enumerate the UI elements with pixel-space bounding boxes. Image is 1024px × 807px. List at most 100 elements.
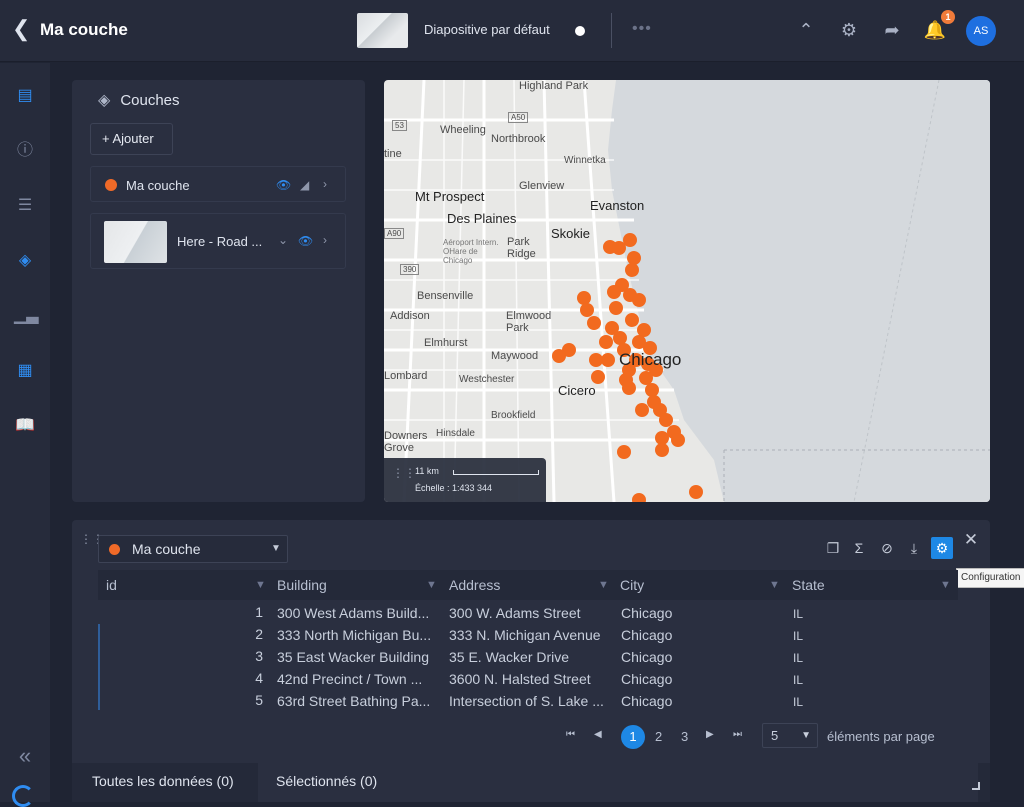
next-page-icon[interactable]: ▶ (706, 729, 714, 740)
column-header-address[interactable]: Address (449, 577, 501, 593)
download-icon[interactable]: ⤓ (910, 540, 918, 556)
map-label: Aéroport Intern. OHare de Chicago (443, 238, 499, 265)
map-label: Northbrook (491, 133, 546, 145)
road-shield: 53 (392, 120, 407, 131)
drag-handle-icon[interactable]: ⋮⋮ (392, 466, 416, 480)
sidebar: ▤ ⓘ ☰ ◈ ▁▃ ▦ 📖 « (0, 63, 50, 807)
layers-icon[interactable]: ◈ (18, 252, 32, 269)
map-label: Skokie (551, 226, 591, 241)
column-header-id[interactable]: id (106, 577, 117, 593)
eye-icon[interactable]: 👁 (298, 234, 314, 248)
collapse-icon[interactable]: « (18, 743, 32, 768)
no-filter-icon[interactable]: ⊘ (881, 540, 893, 556)
cell-building: 42nd Precinct / Town ... (277, 671, 423, 687)
column-header-city[interactable]: City (620, 577, 645, 593)
resize-corner-icon[interactable] (972, 782, 980, 790)
eye-icon[interactable]: 👁 (276, 178, 292, 192)
layer-name: Here - Road ... (177, 234, 263, 249)
chevron-down-icon[interactable]: ⌄ (278, 233, 289, 247)
scale-box[interactable]: ⋮⋮ 11 km Échelle : 1:433 344 (384, 458, 546, 502)
bell-icon[interactable]: 🔔 (923, 20, 947, 40)
first-page-icon[interactable]: ⏮ (566, 729, 575, 740)
close-icon[interactable]: ✕ (963, 530, 979, 549)
layer-item-basemap[interactable]: Here - Road ... ⌄ 👁 › (90, 213, 346, 269)
info-icon[interactable]: ⓘ (16, 142, 33, 159)
filter-icon[interactable]: ▼ (255, 579, 266, 591)
map-label: Highland Park (519, 80, 589, 92)
slide-label[interactable]: Diapositive par défaut (424, 22, 550, 37)
top-bar: ❮ Ma couche Diapositive par défaut ••• ⌃… (0, 0, 1024, 62)
tag-icon[interactable]: ◢ (300, 178, 310, 192)
map-label: Hinsdale (436, 428, 475, 439)
configuration-gear-button[interactable]: ⚙ (931, 537, 953, 559)
chevron-right-icon[interactable]: › (323, 177, 327, 191)
avatar[interactable]: AS (966, 16, 996, 46)
table-tabs: Toutes les données (0) Sélectionnés (0) (72, 763, 990, 802)
map-view[interactable]: Highland Park Wheeling Northbrook Winnet… (384, 80, 990, 502)
data-points[interactable] (552, 233, 703, 502)
cell-address: Intersection of S. Lake ... (449, 693, 604, 709)
column-header-state[interactable]: State (792, 577, 825, 593)
table-icon[interactable]: ▦ (17, 362, 33, 379)
road-shield: A90 (384, 228, 405, 239)
list-icon[interactable]: ☰ (17, 197, 33, 214)
more-options-icon[interactable]: ••• (632, 20, 652, 37)
column-header-building[interactable]: Building (277, 577, 327, 593)
prev-page-icon[interactable]: ◀ (594, 729, 602, 740)
gear-icon[interactable]: ⚙ (840, 20, 858, 40)
map-icon[interactable]: ▤ (17, 87, 33, 104)
cell-id: 4 (255, 670, 263, 686)
bar-chart-icon[interactable]: ▁▃ (14, 307, 39, 324)
copy-icon[interactable]: ❐ (826, 540, 840, 556)
scale-bar (453, 470, 539, 475)
map-label: Wheeling (440, 124, 486, 136)
page-2[interactable]: 2 (655, 729, 663, 744)
map-label: Maywood (491, 350, 539, 362)
dropdown-arrow-icon: ▼ (271, 543, 281, 554)
cell-city: Chicago (621, 693, 673, 709)
chevron-right-icon[interactable]: › (323, 233, 327, 247)
map-canvas (384, 80, 990, 502)
filter-icon[interactable]: ▼ (598, 579, 609, 591)
slide-indicator-dot[interactable] (575, 26, 585, 36)
share-icon[interactable]: ➦ (884, 20, 900, 40)
filter-icon[interactable]: ▼ (769, 579, 780, 591)
map-label: Elmhurst (424, 337, 468, 349)
tab-all-data[interactable]: Toutes les données (0) (92, 773, 234, 789)
table-header: id ▼ Building ▼ Address ▼ City ▼ State ▼ (98, 570, 958, 600)
layer-name: Ma couche (126, 178, 190, 193)
back-arrow-icon[interactable]: ❮ (12, 16, 31, 41)
book-icon[interactable]: 📖 (15, 417, 35, 434)
cell-address: 333 N. Michigan Avenue (449, 627, 601, 643)
cell-state: IL (793, 629, 804, 643)
slide-thumbnail[interactable] (357, 13, 408, 48)
layer-color-dot (109, 544, 120, 555)
basemap-thumbnail (104, 221, 167, 263)
dropdown-arrow-icon: ▼ (801, 730, 811, 741)
sigma-icon[interactable]: Σ (854, 540, 864, 556)
map-label: Cicero (558, 383, 596, 398)
layer-item-ma-couche[interactable]: Ma couche 👁 ◢ › (90, 166, 346, 202)
filter-icon[interactable]: ▼ (426, 579, 437, 591)
per-page-select[interactable]: 5 ▼ (762, 723, 818, 748)
cell-address: 3600 N. Halsted Street (449, 671, 591, 687)
per-page-label: éléments par page (827, 729, 935, 744)
chevrons-up-icon[interactable]: ⌃ (798, 20, 814, 40)
map-label: tine (384, 148, 402, 160)
map-label: Lombard (384, 370, 428, 382)
page-3[interactable]: 3 (681, 729, 689, 744)
layers-title: Couches (120, 92, 180, 109)
tooltip-configuration: Configuration (956, 568, 1024, 588)
map-label: Evanston (590, 198, 645, 213)
attribute-table-panel: ⋮⋮ Ma couche ▼ ❐ Σ ⊘ ⤓ ⚙ ✕ Configuration… (72, 520, 1024, 802)
last-page-icon[interactable]: ⏭ (733, 729, 742, 740)
add-layer-button[interactable]: + Ajouter (90, 123, 173, 155)
layers-panel: ◈ Couches + Ajouter Ma couche 👁 ◢ › Here … (72, 80, 365, 502)
layer-select[interactable]: Ma couche ▼ (98, 535, 288, 563)
map-label: Addison (390, 310, 430, 322)
tab-selected[interactable]: Sélectionnés (0) (258, 763, 978, 802)
cell-city: Chicago (621, 649, 673, 665)
layer-select-value: Ma couche (132, 541, 201, 557)
page-1[interactable]: 1 (621, 725, 645, 749)
filter-icon[interactable]: ▼ (940, 579, 951, 591)
